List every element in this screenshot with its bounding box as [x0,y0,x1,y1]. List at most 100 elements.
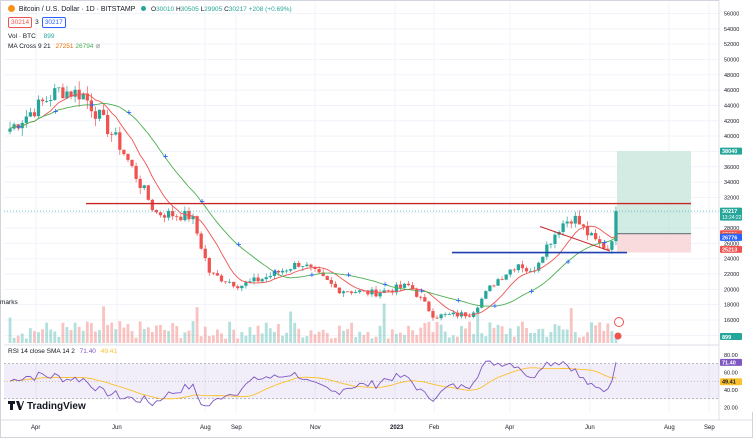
candle-body[interactable] [455,312,459,317]
candle-body[interactable] [260,279,264,282]
candle-body[interactable] [280,270,285,273]
sell-button[interactable]: 30214 [8,17,33,28]
candle-body[interactable] [89,100,93,112]
candle-body[interactable] [284,270,289,272]
candle-body[interactable] [53,88,57,101]
candle-body[interactable] [386,290,390,292]
candle-body[interactable] [476,307,480,313]
price-label[interactable] [720,245,742,253]
volume-price-label[interactable] [720,333,742,340]
candle-body[interactable] [537,262,541,271]
candle-body[interactable] [207,258,211,273]
candle-body[interactable] [341,291,346,294]
candle-body[interactable] [581,224,586,227]
candle-body[interactable] [520,264,525,269]
candle-body[interactable] [264,277,268,280]
candle-body[interactable] [345,291,350,293]
candle-body[interactable] [191,216,195,220]
candle-body[interactable] [439,314,443,319]
candle-body[interactable] [467,316,472,318]
tradingview-logo[interactable]: TradingView [8,401,86,412]
candle-body[interactable] [427,301,431,312]
candle-body[interactable] [272,270,276,276]
candle-body[interactable] [244,282,248,286]
candle-body[interactable] [358,290,362,293]
candle-body[interactable] [179,216,183,221]
candle-body[interactable] [594,233,598,240]
candle-body[interactable] [36,99,41,117]
candle-body[interactable] [573,215,577,224]
candle-body[interactable] [276,270,281,273]
candle-body[interactable] [528,271,533,272]
candle-body[interactable] [431,311,435,318]
candle-body[interactable] [69,91,73,97]
candle-body[interactable] [577,215,581,225]
candle-body[interactable] [309,264,313,267]
candle-body[interactable] [561,223,565,232]
candle-body[interactable] [451,312,455,315]
candle-body[interactable] [236,286,240,289]
candle-body[interactable] [138,178,142,188]
candle-body[interactable] [366,290,370,295]
candle-body[interactable] [248,281,252,283]
candle-body[interactable] [378,292,382,297]
candle-body[interactable] [337,287,342,294]
candle-body[interactable] [480,298,484,308]
candle-body[interactable] [219,275,224,282]
candle-body[interactable] [435,317,439,319]
candle-body[interactable] [171,211,175,217]
candle-body[interactable] [65,91,69,99]
candle-body[interactable] [154,210,159,213]
candle-body[interactable] [512,269,516,271]
candle-body[interactable] [16,124,20,129]
buy-button[interactable]: 30217 [41,17,66,28]
candle-body[interactable] [333,283,337,288]
candle-body[interactable] [602,242,606,249]
candle-body[interactable] [297,262,301,267]
candle-body[interactable] [541,256,545,263]
candle-body[interactable] [93,111,98,119]
candle-body[interactable] [402,283,407,288]
candle-body[interactable] [162,215,167,218]
candle-body[interactable] [118,132,122,150]
candle-body[interactable] [508,269,512,275]
candle-body[interactable] [350,291,354,294]
eye-icon[interactable]: ⊘ [95,43,101,50]
candle-body[interactable] [183,210,187,221]
candle-body[interactable] [484,291,488,299]
candle-body[interactable] [122,149,126,155]
candle-body[interactable] [614,211,618,242]
ma-cross-label[interactable]: MA Cross 9 21 [8,43,51,50]
candle-body[interactable] [97,109,102,119]
candle-body[interactable] [40,99,45,102]
candle-body[interactable] [606,248,610,250]
candle-body[interactable] [589,233,594,236]
candle-body[interactable] [374,289,378,297]
candle-body[interactable] [49,100,53,102]
price-label[interactable] [720,207,742,221]
candle-body[interactable] [85,93,89,101]
candle-body[interactable] [500,279,504,280]
candle-body[interactable] [496,279,500,286]
candle-body[interactable] [45,101,49,102]
candle-body[interactable] [134,165,138,179]
candle-body[interactable] [415,289,419,297]
candle-body[interactable] [423,297,427,302]
candle-body[interactable] [126,154,130,160]
ma-fast-line[interactable] [9,93,617,316]
candle-body[interactable] [158,212,163,216]
candle-body[interactable] [199,233,203,249]
candle-body[interactable] [61,87,65,99]
candle-body[interactable] [321,272,325,277]
candle-body[interactable] [463,312,468,317]
candle-body[interactable] [447,314,451,316]
candle-body[interactable] [114,132,118,135]
target-zone[interactable] [617,151,691,212]
candle-body[interactable] [101,109,106,115]
candle-body[interactable] [130,159,134,166]
candle-body[interactable] [569,221,573,224]
candle-body[interactable] [211,272,215,274]
volume-label[interactable]: Vol · BTC [8,33,36,40]
candle-body[interactable] [146,185,150,200]
candle-body[interactable] [504,274,508,280]
